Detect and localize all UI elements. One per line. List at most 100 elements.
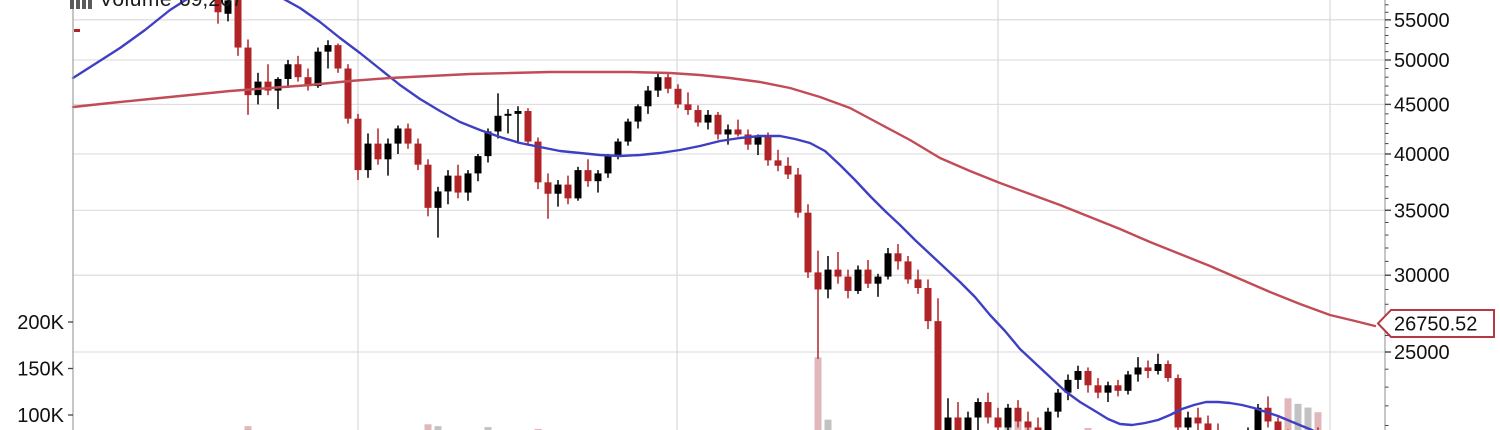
candle-down [1194, 417, 1202, 424]
candle-up [364, 143, 372, 171]
candle-down [1274, 421, 1282, 430]
candle-down [404, 128, 412, 144]
price-axis: 55000 50000 45000 40000 35000 30000 25000 [1385, 4, 1450, 426]
candle-up [944, 417, 952, 430]
candle-up [1124, 374, 1132, 391]
candle-up [594, 173, 602, 182]
candle-down [894, 253, 902, 262]
volume-bars-icon [70, 0, 92, 12]
volume-legend-label: Volume [99, 0, 172, 12]
candle-up [504, 113, 512, 116]
volume-legend: Volume 69,267 [70, 0, 243, 12]
candle-down [1144, 367, 1152, 371]
candle-up [464, 173, 472, 193]
candle-down [764, 136, 772, 161]
candle-down [934, 321, 942, 430]
volume-bar [1284, 398, 1292, 430]
candle-up [644, 90, 652, 107]
candle-up [874, 276, 882, 284]
candle-up [514, 110, 522, 114]
plot-borders [72, 0, 1386, 430]
candle-down [534, 141, 542, 183]
candle-up [274, 78, 282, 91]
price-axis-label: 45000 [1394, 94, 1450, 116]
price-axis-label: 30000 [1394, 265, 1450, 287]
candle-up [1254, 407, 1262, 430]
ma-fast-line [71, 0, 1315, 430]
candle-down [1164, 363, 1172, 379]
volume-bar [1314, 412, 1322, 430]
candle-up [614, 141, 622, 157]
candle-down [584, 170, 592, 182]
volume-axis: 200K 150K 100K [17, 312, 73, 427]
candle-down [424, 164, 432, 208]
volume-bar [534, 428, 542, 430]
candle-down [994, 417, 1002, 428]
candle-down [344, 68, 352, 119]
annotation-mark [74, 29, 80, 32]
candle-down [914, 279, 922, 289]
candle-down [1024, 421, 1032, 428]
candle-down [864, 269, 872, 284]
volume-axis-label: 150K [17, 359, 64, 381]
volume-bar [1294, 403, 1302, 430]
candle-up [974, 402, 982, 418]
candle-down [544, 182, 552, 194]
candle-up [444, 175, 452, 192]
candle-up [654, 77, 662, 91]
candle-down [1034, 427, 1042, 430]
candle-down [1204, 423, 1212, 430]
candle-up [394, 128, 402, 144]
candle-down [954, 417, 962, 430]
candle-up [754, 136, 762, 145]
last-price-tag-value: 26750.52 [1394, 313, 1477, 335]
candle-down [1114, 385, 1122, 391]
candle-up [484, 131, 492, 157]
price-axis-label: 40000 [1394, 144, 1450, 166]
candle-up [1104, 385, 1112, 393]
candle-down [304, 77, 312, 87]
candle-down [1264, 407, 1272, 422]
price-axis-label: 35000 [1394, 200, 1450, 222]
candle-down [844, 276, 852, 291]
candle-down [564, 184, 572, 199]
candle-up [634, 106, 642, 122]
candle-up [1134, 367, 1142, 375]
price-axis-label: 50000 [1394, 50, 1450, 72]
volume-bar [484, 427, 492, 430]
candle-up [1004, 407, 1012, 428]
candle-down [744, 134, 752, 145]
candle-up [224, 0, 232, 14]
candle-down [264, 81, 272, 91]
candle-down [784, 165, 792, 175]
candle-down [984, 402, 992, 418]
candle-down [794, 174, 802, 213]
candle-down [664, 77, 672, 89]
candle-down [714, 114, 722, 135]
volume-bar [1304, 407, 1312, 430]
volume-bar [434, 426, 442, 430]
volume-bar [814, 357, 822, 430]
candle-up [1154, 363, 1162, 371]
price-axis-label: 55000 [1394, 10, 1450, 32]
candle-down [694, 110, 702, 123]
candlestick-series [214, 0, 1319, 430]
candle-up [1064, 379, 1072, 393]
ma-slow-line [71, 70, 1377, 328]
candle-up [884, 253, 892, 277]
candle-up [494, 115, 502, 132]
candle-up [384, 143, 392, 160]
volume-bar [824, 419, 832, 430]
candle-up [1184, 417, 1192, 428]
candle-down [674, 88, 682, 105]
candle-down [234, 0, 242, 48]
candle-down [244, 47, 252, 96]
candle-down [684, 104, 692, 111]
candle-up [964, 417, 972, 430]
volume-bar [424, 424, 432, 430]
candle-up [324, 45, 332, 52]
candle-up [704, 114, 712, 123]
candle-down [904, 261, 912, 280]
candle-down [1174, 378, 1182, 428]
